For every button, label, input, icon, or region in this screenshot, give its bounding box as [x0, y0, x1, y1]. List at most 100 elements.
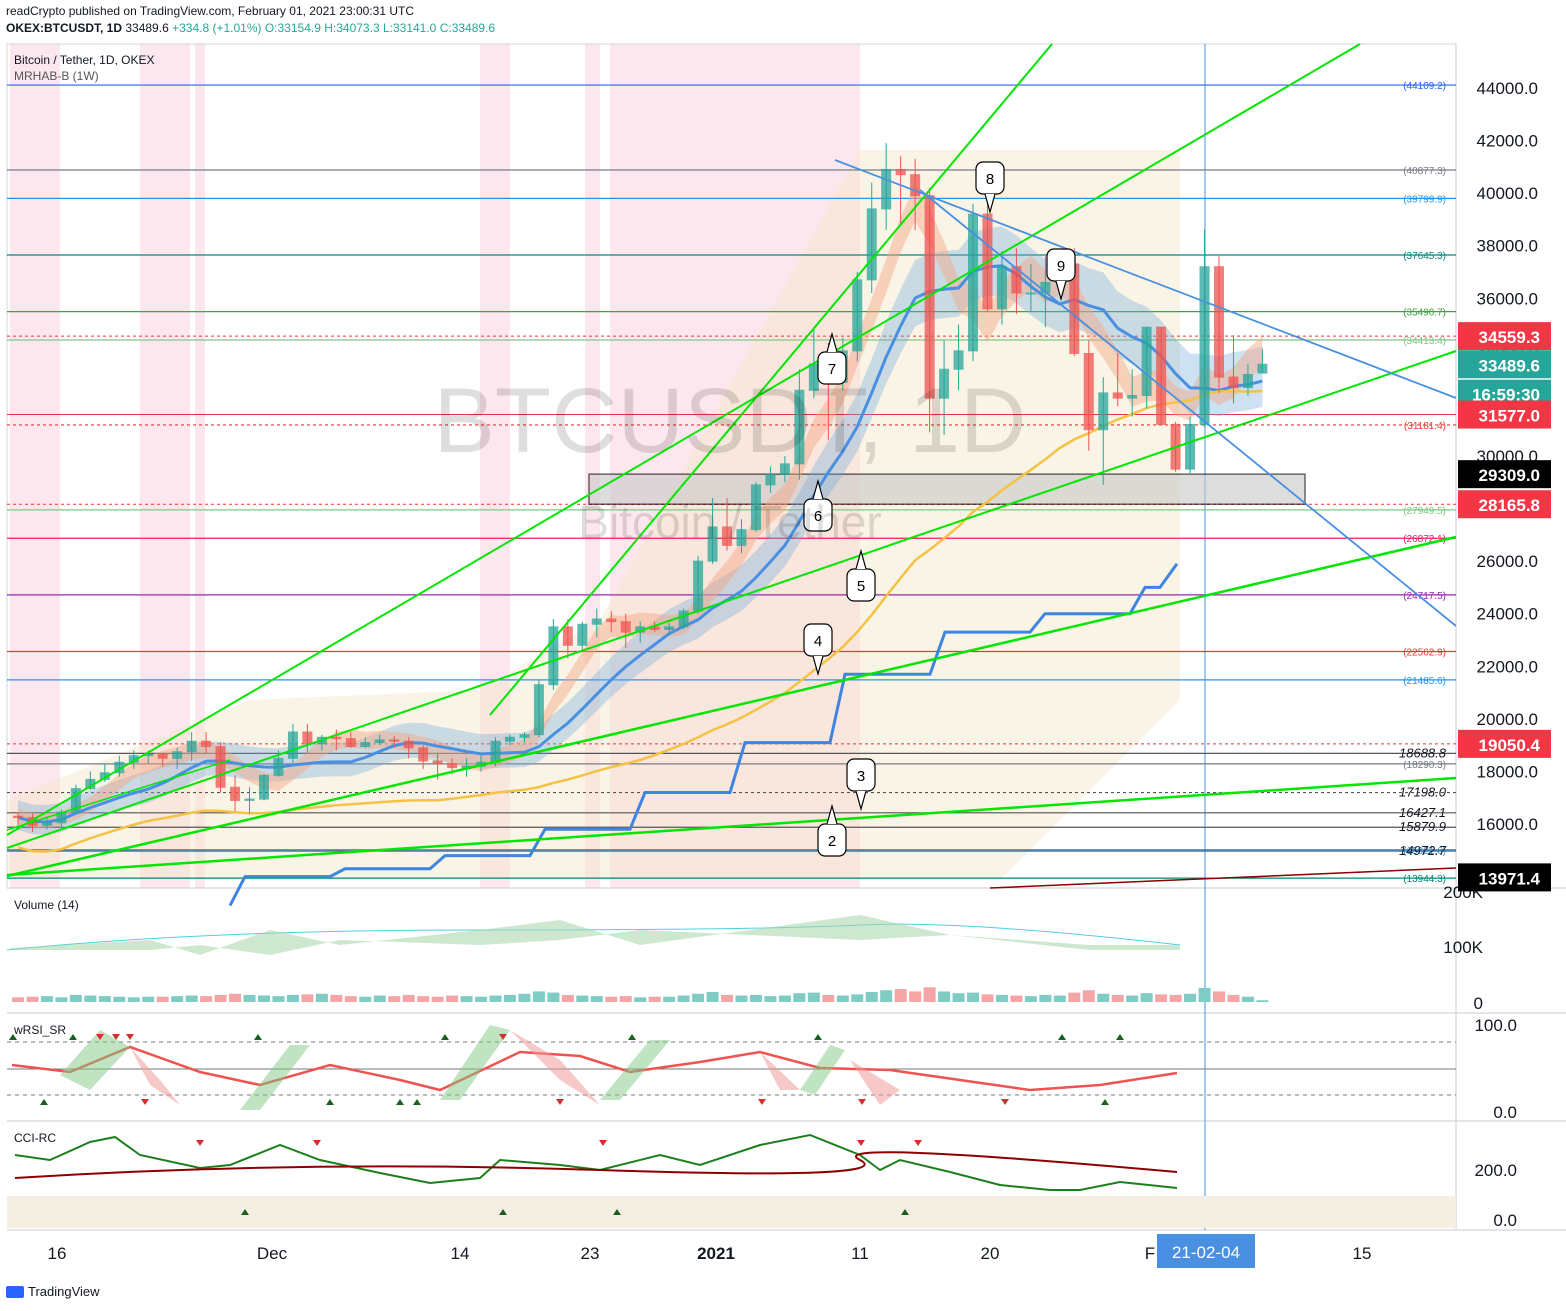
volume-bar [1111, 994, 1124, 1002]
cci-title: CCI-RC [14, 1131, 56, 1145]
volume-bar [692, 993, 705, 1002]
candle-body [1242, 374, 1253, 389]
candle-body [201, 740, 212, 748]
level-tag: 15879.9 [1399, 819, 1446, 834]
candle-body [1185, 423, 1196, 470]
trend-line [6, 759, 231, 831]
level-tag: (21485.6) [1403, 676, 1446, 687]
callout-label: 2 [828, 833, 836, 850]
volume-bar [431, 996, 444, 1002]
volume-bar [243, 994, 256, 1002]
candle-body [664, 626, 675, 631]
volume-bar [1155, 994, 1168, 1002]
callout-9: 9 [1046, 248, 1076, 302]
callout-pointer [826, 803, 838, 825]
ma-yellow [17, 389, 1263, 853]
candle-body [360, 742, 371, 748]
volume-cloud [10, 915, 1180, 955]
volume-bar [1198, 987, 1211, 1002]
candle-body [447, 763, 458, 769]
price-tick: 26000.0 [1477, 552, 1538, 571]
candle-body [562, 626, 573, 646]
highlight-column [140, 44, 190, 888]
rsi-down-arrow [141, 1099, 149, 1105]
cci-ma [14, 1151, 1178, 1179]
trend-line [989, 867, 1457, 889]
volume-bar [315, 993, 328, 1002]
candle-body [881, 168, 892, 210]
rsi-up-arrow [69, 1034, 77, 1040]
volume-bar [1184, 993, 1197, 1002]
volume-bar [475, 996, 488, 1002]
rsi-up-arrow [1116, 1034, 1124, 1040]
level-tag: (22562.9) [1403, 648, 1446, 659]
price-box [1458, 350, 1551, 379]
volume-bar [880, 990, 893, 1002]
rsi-tick: 0.0 [1493, 1103, 1517, 1122]
candle-body [1112, 392, 1123, 399]
candle-body [374, 739, 385, 744]
candle-body [519, 734, 530, 738]
volume-bar [1039, 994, 1052, 1002]
price-tick: 36000.0 [1477, 289, 1538, 308]
rsi-down-arrow [556, 1099, 564, 1105]
candle-body [895, 168, 906, 176]
volume-bar [142, 996, 155, 1002]
trend-line [6, 776, 1457, 877]
volume-bar [1140, 993, 1153, 1002]
price-tick: 38000.0 [1477, 237, 1538, 256]
price-box-label: 33489.6 [1479, 356, 1540, 375]
rsi-up-arrow [326, 1099, 334, 1105]
footer[interactable]: TradingView [6, 1284, 100, 1299]
rsi-down-arrow [758, 1099, 766, 1105]
volume-bar [69, 994, 82, 1002]
volume-ma [6, 923, 1181, 951]
volume-bar [1024, 996, 1037, 1002]
volume-bar [127, 997, 140, 1002]
rsi-down-arrow [126, 1034, 134, 1040]
candle-body [230, 786, 241, 801]
envelope-cloud [7, 150, 1180, 880]
candle-body [1098, 392, 1109, 431]
candle-body [548, 626, 559, 686]
highlight-column [195, 44, 205, 888]
candle-body [1127, 395, 1138, 399]
price-tick: 24000.0 [1477, 605, 1538, 624]
volume-bar [156, 996, 169, 1002]
candle-body [577, 623, 588, 646]
candle-body [287, 731, 298, 759]
cci-up-arrow [499, 1209, 507, 1215]
price-box-label: 16:59:30 [1472, 386, 1540, 405]
rsi-down-arrow [96, 1034, 104, 1040]
tradingview-logo-icon [6, 1285, 24, 1298]
volume-bar [547, 992, 560, 1002]
volume-bar [98, 996, 111, 1002]
callout-pointer [826, 331, 838, 353]
level-tag: (26872.1) [1403, 534, 1446, 545]
candle-body [13, 815, 23, 818]
volume-bar [344, 996, 357, 1002]
trend-line [834, 159, 1457, 399]
volume-bar [532, 991, 545, 1002]
candle-body [1214, 266, 1225, 378]
volume-bar [995, 994, 1008, 1002]
symbol-label: OKEX:BTCUSDT, 1D [6, 21, 123, 35]
price-box-label: 29309.0 [1479, 466, 1540, 485]
rsi-title: wRSI_SR [13, 1023, 66, 1037]
watermark-small: Bitcoin / Tether [578, 496, 881, 548]
cci-down-arrow [196, 1140, 204, 1146]
ohlc-high: H:34073.3 [324, 21, 380, 35]
volume-bar [272, 996, 285, 1002]
candle-body [432, 760, 443, 765]
candle-body [258, 774, 269, 800]
candle-body [736, 529, 747, 546]
volume-bar [619, 996, 632, 1002]
cci-tick: 0.0 [1493, 1211, 1517, 1230]
candle-body [70, 788, 81, 813]
rsi-up-arrow [441, 1034, 449, 1040]
volume-bar [113, 996, 126, 1002]
trend-line [6, 535, 1457, 878]
time-label: 16 [48, 1244, 67, 1263]
volume-bar [402, 994, 415, 1002]
